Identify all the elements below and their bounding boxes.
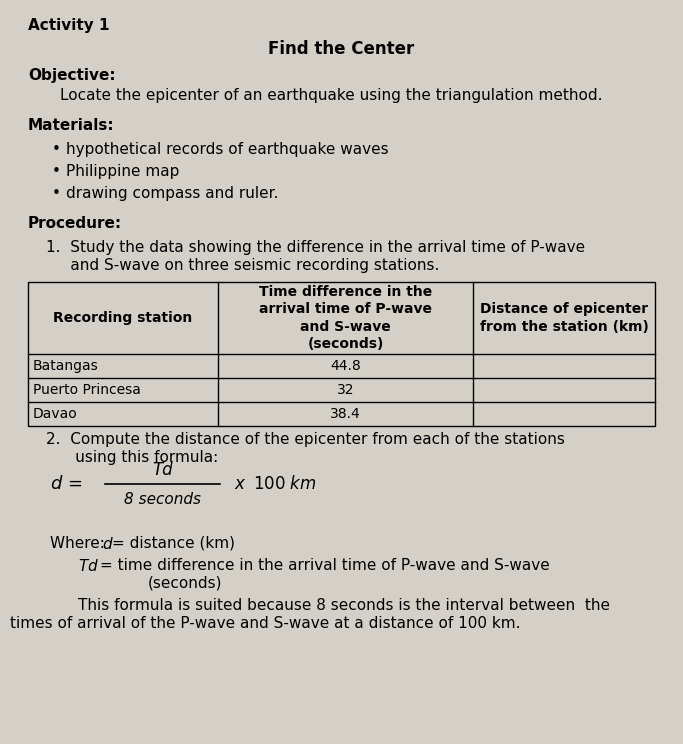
- Text: •: •: [52, 142, 61, 157]
- Text: Where:: Where:: [50, 536, 110, 551]
- Text: 2.  Compute the distance of the epicenter from each of the stations: 2. Compute the distance of the epicenter…: [46, 432, 565, 447]
- Text: 38.4: 38.4: [330, 407, 361, 421]
- Text: hypothetical records of earthquake waves: hypothetical records of earthquake waves: [66, 142, 389, 157]
- Text: Time difference in the
arrival time of P-wave
and S-wave
(seconds): Time difference in the arrival time of P…: [259, 285, 432, 351]
- Text: 44.8: 44.8: [330, 359, 361, 373]
- Text: Locate the epicenter of an earthquake using the triangulation method.: Locate the epicenter of an earthquake us…: [60, 88, 602, 103]
- Text: = distance (km): = distance (km): [112, 536, 235, 551]
- Text: (seconds): (seconds): [148, 576, 223, 591]
- Bar: [28, 282, 655, 426]
- Text: 8 seconds: 8 seconds: [124, 493, 201, 507]
- Text: Distance of epicenter
from the station (km): Distance of epicenter from the station (…: [479, 302, 648, 333]
- Text: 32: 32: [337, 383, 354, 397]
- Text: $x\;\;100\;km$: $x\;\;100\;km$: [234, 475, 316, 493]
- Text: $d$: $d$: [102, 536, 114, 552]
- Text: times of arrival of the P-wave and S-wave at a distance of 100 km.: times of arrival of the P-wave and S-wav…: [10, 616, 520, 631]
- Text: Procedure:: Procedure:: [28, 216, 122, 231]
- Text: Activity 1: Activity 1: [28, 18, 109, 33]
- Text: Recording station: Recording station: [53, 311, 193, 325]
- Text: Td: Td: [152, 461, 173, 479]
- Text: •: •: [52, 164, 61, 179]
- Text: Batangas: Batangas: [33, 359, 99, 373]
- Text: 1.  Study the data showing the difference in the arrival time of P-wave: 1. Study the data showing the difference…: [46, 240, 585, 255]
- Text: using this formula:: using this formula:: [46, 450, 219, 465]
- Text: Materials:: Materials:: [28, 118, 115, 133]
- Text: drawing compass and ruler.: drawing compass and ruler.: [66, 186, 279, 201]
- Text: •: •: [52, 186, 61, 201]
- Text: Objective:: Objective:: [28, 68, 115, 83]
- Text: Davao: Davao: [33, 407, 78, 421]
- Text: Puerto Princesa: Puerto Princesa: [33, 383, 141, 397]
- Text: and S-wave on three seismic recording stations.: and S-wave on three seismic recording st…: [46, 258, 439, 273]
- Text: = time difference in the arrival time of P-wave and S-wave: = time difference in the arrival time of…: [100, 558, 550, 573]
- Text: Philippine map: Philippine map: [66, 164, 180, 179]
- Text: This formula is suited because 8 seconds is the interval between  the: This formula is suited because 8 seconds…: [78, 598, 610, 613]
- Text: $d\,=$: $d\,=$: [50, 475, 83, 493]
- Text: Find the Center: Find the Center: [268, 40, 414, 58]
- Text: $Td$: $Td$: [78, 558, 99, 574]
